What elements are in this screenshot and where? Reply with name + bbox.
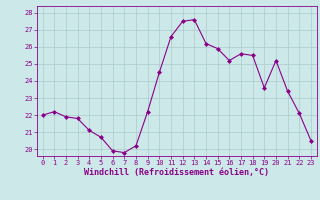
X-axis label: Windchill (Refroidissement éolien,°C): Windchill (Refroidissement éolien,°C) <box>84 168 269 177</box>
